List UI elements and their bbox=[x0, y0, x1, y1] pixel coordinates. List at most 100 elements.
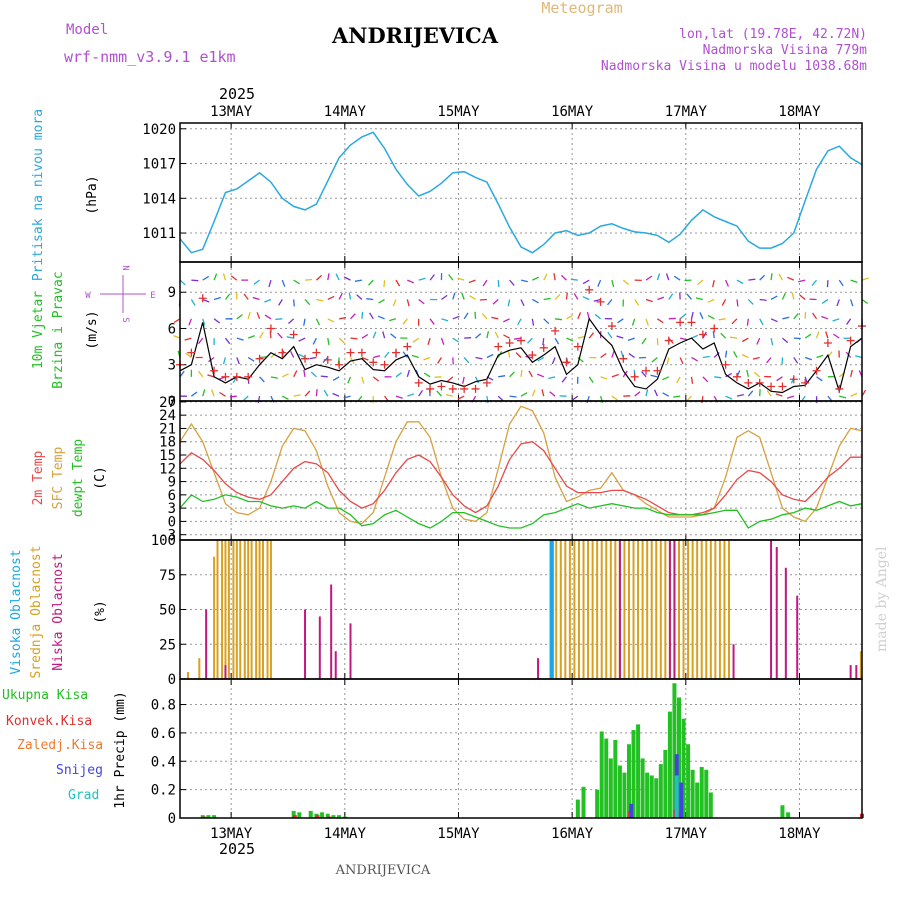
wind-label-1: 10m Vjetar bbox=[31, 291, 46, 369]
model-label: Model bbox=[66, 22, 108, 38]
wind-barb bbox=[771, 338, 773, 345]
wind-barb bbox=[191, 280, 198, 281]
plot-area: 13MAY13MAY14MAY14MAY15MAY15MAY16MAY16MAY… bbox=[142, 104, 868, 842]
wind-barb bbox=[753, 357, 760, 359]
wind-barb bbox=[555, 319, 562, 320]
wind-barb bbox=[663, 393, 669, 396]
wind-barb bbox=[487, 396, 488, 403]
wind-barb bbox=[199, 338, 203, 344]
wind-barb bbox=[508, 299, 509, 306]
wind-barb bbox=[550, 392, 555, 396]
wind-barb bbox=[680, 357, 683, 363]
wind-barb bbox=[379, 299, 385, 303]
wind-barb bbox=[385, 352, 389, 357]
wind-barb bbox=[316, 275, 321, 280]
wind-barb bbox=[189, 319, 191, 325]
y-tick-label: 75 bbox=[159, 568, 176, 584]
wind-barb bbox=[629, 354, 635, 358]
wind-barb bbox=[294, 280, 300, 284]
legend-snow: Snijeg bbox=[56, 763, 103, 778]
wind-barb bbox=[304, 319, 305, 326]
wind-barb bbox=[822, 299, 828, 303]
wind-barb bbox=[191, 392, 197, 396]
wind-barb bbox=[817, 355, 824, 357]
wind-barb bbox=[737, 280, 743, 283]
compass-west: W bbox=[85, 291, 91, 301]
wind-barb bbox=[214, 274, 217, 281]
wind-barb bbox=[747, 319, 748, 326]
wind-barb bbox=[598, 280, 601, 286]
wind-barb bbox=[674, 276, 680, 280]
wind-barb bbox=[453, 338, 459, 342]
wind-barb bbox=[555, 338, 559, 344]
wind-barb bbox=[561, 275, 566, 280]
wind-barb bbox=[413, 338, 419, 342]
wind-barb bbox=[339, 338, 344, 343]
wind-barb bbox=[487, 355, 493, 358]
compass-east: E bbox=[150, 291, 155, 301]
wind-barb bbox=[230, 396, 237, 397]
wind-barb bbox=[655, 390, 658, 396]
top-day-label: 16MAY bbox=[551, 104, 594, 120]
wind-barb bbox=[453, 357, 454, 364]
wind-barb bbox=[833, 319, 840, 321]
wind-barb bbox=[687, 294, 692, 299]
wind-barb bbox=[812, 280, 817, 285]
wind-barb bbox=[446, 395, 453, 396]
station-title: ANDRIJEVICA bbox=[331, 23, 499, 48]
gust-marker bbox=[403, 343, 411, 351]
wind-barb bbox=[692, 377, 693, 384]
wind-barb bbox=[794, 357, 798, 363]
wind-barb bbox=[817, 332, 819, 339]
wind-barb bbox=[464, 357, 469, 362]
wind-barb bbox=[362, 335, 368, 339]
wind-barb bbox=[396, 373, 402, 377]
precip-bar bbox=[675, 775, 679, 818]
wind-barb bbox=[589, 333, 593, 338]
pressure-line bbox=[180, 132, 862, 252]
wind-barb bbox=[787, 396, 794, 398]
coords-text: lon,lat (19.78E, 42.72N) bbox=[679, 27, 867, 42]
gust-marker bbox=[574, 343, 582, 351]
wind-barb bbox=[726, 396, 732, 399]
gust-marker bbox=[699, 331, 707, 339]
wind-barb bbox=[384, 280, 385, 287]
wind-barb bbox=[734, 351, 737, 357]
gust-marker bbox=[324, 356, 332, 364]
wind-barb bbox=[851, 280, 858, 282]
wind-barb bbox=[480, 299, 487, 300]
precip-bar bbox=[668, 712, 672, 818]
top-day-label: 15MAY bbox=[437, 104, 480, 120]
wind-barb bbox=[328, 273, 329, 280]
wind-barb bbox=[601, 377, 608, 379]
gust-marker bbox=[267, 324, 275, 332]
gust-marker bbox=[358, 349, 366, 357]
wind-barb bbox=[669, 294, 673, 300]
wind-barb bbox=[448, 377, 453, 382]
wind-barb bbox=[521, 393, 527, 396]
gust-marker bbox=[653, 367, 661, 375]
wind-barb bbox=[698, 280, 703, 284]
wind-barb bbox=[757, 338, 760, 344]
wind-barb bbox=[782, 338, 787, 342]
wind-barb bbox=[578, 312, 581, 318]
wind-barb bbox=[243, 396, 248, 401]
wind-barb bbox=[383, 331, 385, 338]
wind-barb bbox=[574, 293, 578, 299]
y-tick-label: 3 bbox=[168, 358, 176, 374]
wind-barb bbox=[369, 280, 374, 285]
wind-barb bbox=[703, 357, 710, 358]
precip-bar bbox=[595, 790, 599, 818]
wind-barb bbox=[633, 319, 635, 326]
y-tick-label: 0 bbox=[168, 811, 176, 827]
temp-2m-line bbox=[180, 442, 862, 515]
gust-marker bbox=[824, 339, 832, 347]
precip-bar bbox=[618, 766, 622, 818]
wind-barb bbox=[470, 296, 476, 300]
bottom-day-label: 16MAY bbox=[551, 826, 594, 842]
wind-barb bbox=[618, 319, 624, 323]
pressure-units: (hPa) bbox=[85, 175, 100, 214]
y-tick-label: 25 bbox=[159, 637, 176, 653]
wind-barb bbox=[537, 374, 543, 377]
y-tick-label: 0.4 bbox=[151, 754, 176, 770]
